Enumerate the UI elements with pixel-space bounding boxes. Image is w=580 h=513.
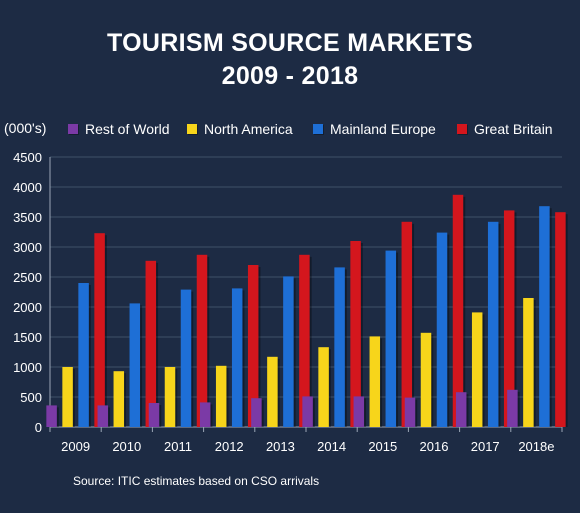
- y-tick-label: 3500: [13, 210, 42, 225]
- source-note: Source: ITIC estimates based on CSO arri…: [73, 474, 320, 488]
- bar: [302, 396, 313, 427]
- legend-swatch-north-america: [187, 124, 197, 134]
- bar: [452, 194, 464, 427]
- bar: [555, 212, 566, 427]
- bar: [487, 221, 499, 427]
- chart-title: TOURISM SOURCE MARKETS: [107, 29, 473, 57]
- legend-label-great-britain: Great Britain: [474, 121, 553, 137]
- bar: [215, 365, 227, 427]
- bar: [148, 403, 160, 427]
- x-tick-label: 2016: [420, 439, 449, 454]
- bar: [46, 405, 57, 427]
- legend-item-north-america: North America: [187, 120, 293, 138]
- y-tick-label: 3000: [13, 240, 42, 255]
- chart-subtitle: 2009 - 2018: [221, 62, 359, 90]
- bar: [385, 250, 397, 427]
- bar: [369, 336, 381, 427]
- bar: [164, 367, 176, 427]
- bar: [350, 241, 361, 427]
- bar: [247, 265, 259, 427]
- legend-swatch-rest-of-world: [68, 124, 78, 134]
- x-tick-label: 2015: [368, 439, 397, 454]
- bar: [523, 298, 534, 427]
- bar: [401, 221, 413, 427]
- bar: [353, 396, 365, 427]
- bar: [318, 347, 329, 427]
- bar: [199, 402, 211, 427]
- legend-item-mainland-europe: Mainland Europe: [313, 120, 436, 138]
- y-tick-label: 0: [35, 420, 42, 435]
- y-axis-label: (000's): [4, 120, 47, 136]
- bar: [539, 206, 550, 427]
- y-tick-label: 2500: [13, 270, 42, 285]
- bar: [334, 267, 345, 427]
- bar: [145, 260, 157, 427]
- y-tick-label: 1000: [13, 360, 42, 375]
- y-tick-label: 4500: [13, 150, 42, 165]
- x-tick-label: 2012: [215, 439, 244, 454]
- bar: [404, 397, 416, 427]
- x-tick-label: 2014: [317, 439, 346, 454]
- y-tick-label: 4000: [13, 180, 42, 195]
- bar: [78, 283, 89, 427]
- bar: [507, 389, 518, 427]
- x-tick-label: 2018e: [518, 439, 554, 454]
- legend-swatch-great-britain: [457, 124, 467, 134]
- bar: [455, 392, 467, 427]
- bar: [420, 332, 432, 427]
- legend-item-rest-of-world: Rest of World: [68, 120, 170, 138]
- bar: [231, 288, 243, 427]
- y-tick-label: 500: [20, 390, 42, 405]
- bar: [436, 232, 448, 427]
- bar: [299, 254, 310, 427]
- legend-label-rest-of-world: Rest of World: [85, 121, 170, 137]
- x-tick-label: 2017: [471, 439, 500, 454]
- bar: [97, 405, 109, 427]
- legend-label-mainland-europe: Mainland Europe: [330, 121, 436, 137]
- bar: [62, 367, 73, 427]
- bar: [471, 312, 483, 427]
- legend-item-great-britain: Great Britain: [457, 120, 553, 138]
- bar: [94, 233, 105, 427]
- bar: [283, 276, 294, 427]
- bar: [267, 356, 278, 427]
- x-tick-label: 2009: [61, 439, 90, 454]
- y-tick-label: 2000: [13, 300, 42, 315]
- bar: [503, 210, 515, 427]
- bar: [129, 303, 141, 427]
- x-tick-label: 2013: [266, 439, 295, 454]
- bar: [196, 254, 208, 427]
- x-tick-label: 2010: [112, 439, 141, 454]
- bar: [180, 289, 192, 427]
- x-tick-label: 2011: [164, 439, 192, 454]
- legend-label-north-america: North America: [204, 121, 293, 137]
- bar: [113, 371, 125, 427]
- legend-swatch-mainland-europe: [313, 124, 323, 134]
- y-tick-label: 1500: [13, 330, 42, 345]
- bar: [251, 398, 262, 427]
